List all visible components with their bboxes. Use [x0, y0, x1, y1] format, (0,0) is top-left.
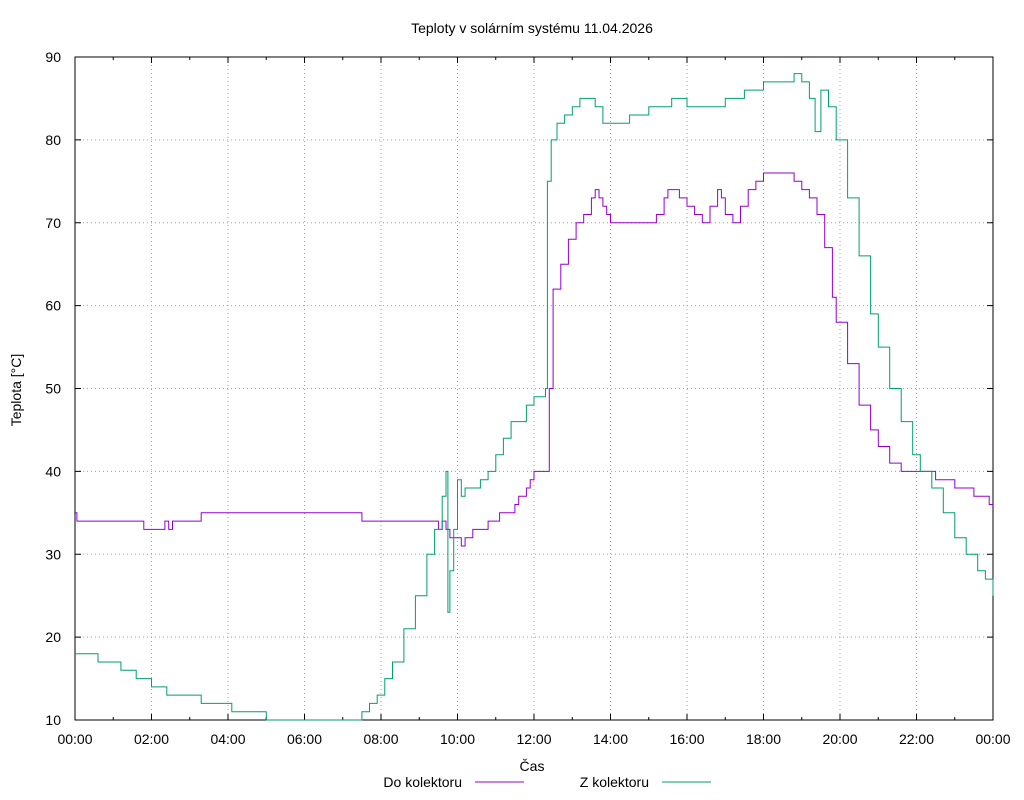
y-tick-label: 30: [45, 546, 61, 562]
x-tick-label: 04:00: [210, 731, 245, 747]
y-tick-label: 10: [45, 712, 61, 728]
x-tick-label: 20:00: [822, 731, 857, 747]
y-tick-label: 80: [45, 132, 61, 148]
legend-label-do-kolektoru: Do kolektoru: [383, 774, 462, 790]
x-tick-label: 16:00: [669, 731, 704, 747]
x-tick-label: 00:00: [57, 731, 92, 747]
y-tick-label: 60: [45, 298, 61, 314]
legend-label-z-kolektoru: Z kolektoru: [580, 774, 649, 790]
series-line-do-kolektoru: [75, 172, 993, 547]
series-lines: [75, 73, 994, 721]
grid-lines: [75, 57, 993, 720]
x-tick-label: 02:00: [134, 731, 169, 747]
x-tick-label: 00:00: [975, 731, 1010, 747]
legend: Do kolektoru Z kolektoru: [383, 774, 711, 790]
x-tick-label: 22:00: [899, 731, 934, 747]
x-tick-label: 12:00: [516, 731, 551, 747]
x-tick-label: 10:00: [440, 731, 475, 747]
x-axis-label: Čas: [520, 758, 545, 774]
y-tick-label: 50: [45, 381, 61, 397]
y-tick-label: 40: [45, 463, 61, 479]
series-line-z-kolektoru: [75, 73, 994, 721]
x-tick-label: 06:00: [287, 731, 322, 747]
x-tick-label: 14:00: [593, 731, 628, 747]
y-tick-label: 70: [45, 215, 61, 231]
y-tick-label: 20: [45, 629, 61, 645]
axis-ticks: 00:00 02:00 04:00 06:00 08:00 10:00 12:00 14:00…: [45, 49, 1010, 747]
chart-title: Teploty v solárním systému 11.04.2026: [411, 20, 653, 36]
x-tick-label: 18:00: [746, 731, 781, 747]
y-tick-label: 90: [45, 49, 61, 65]
y-axis-label: Teplota [°C]: [8, 354, 24, 427]
x-tick-label: 08:00: [363, 731, 398, 747]
